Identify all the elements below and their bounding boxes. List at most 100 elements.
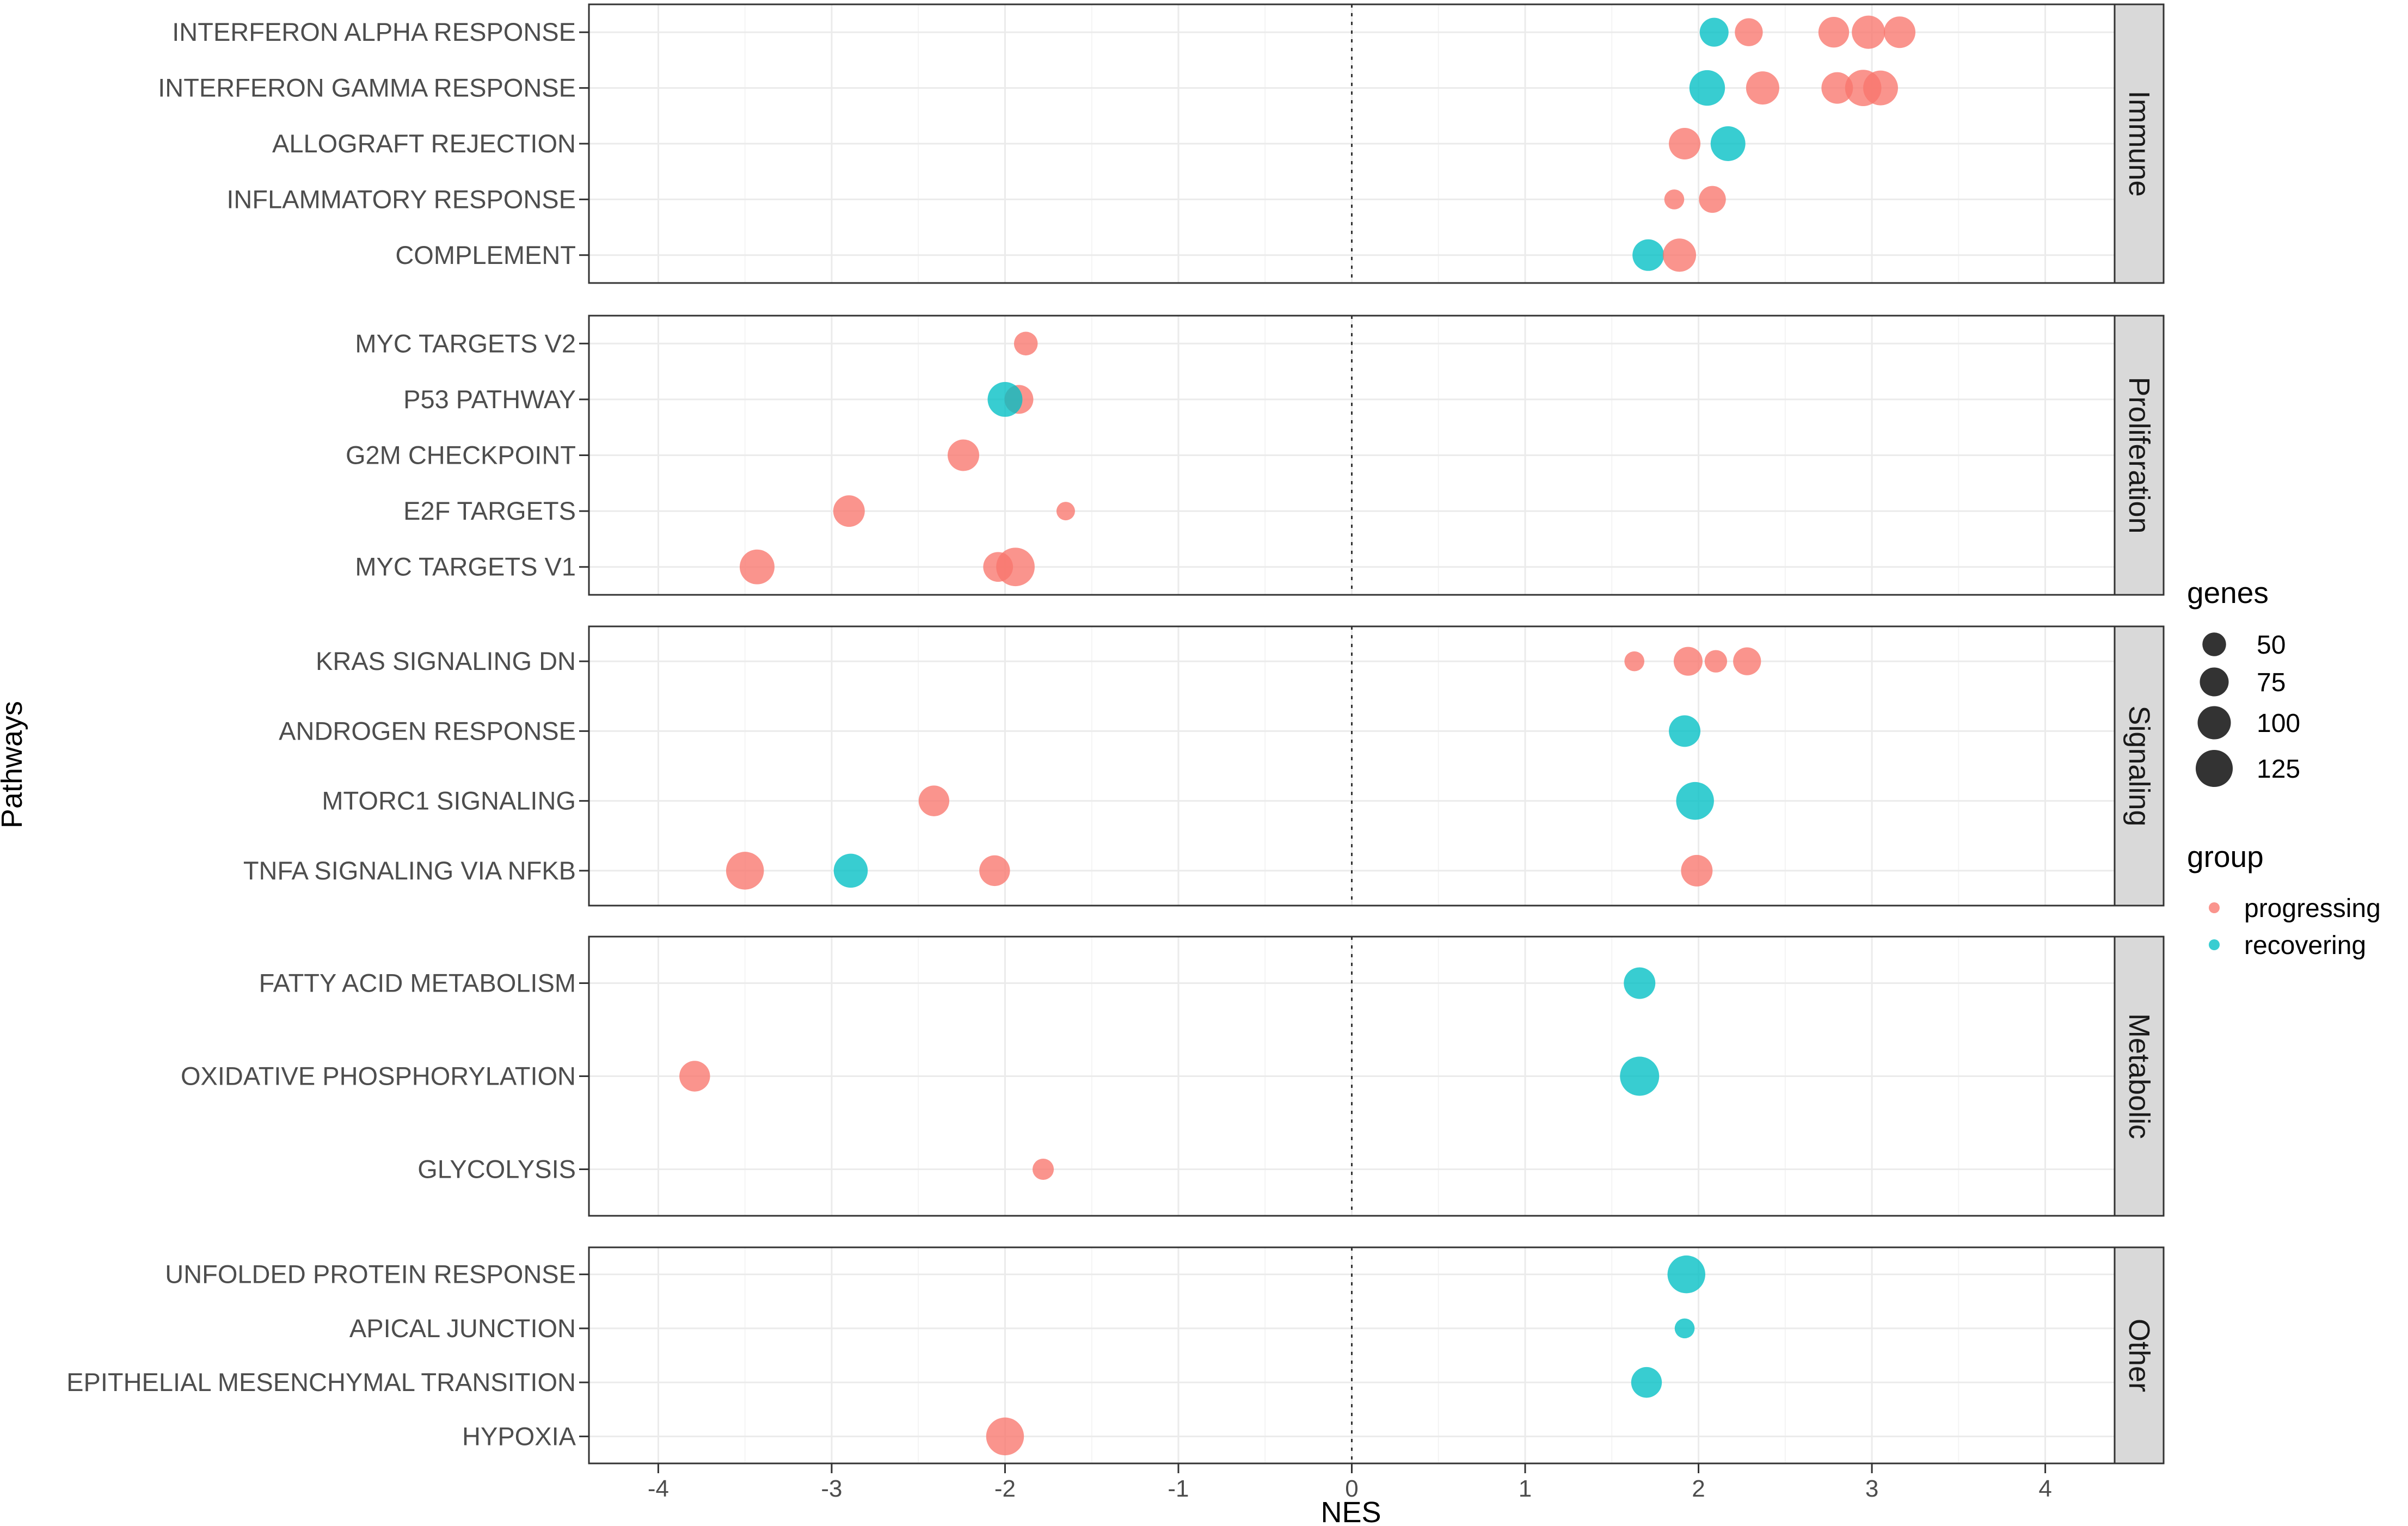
pathway-label-mtorc1-signaling: MTORC1 SIGNALING — [322, 786, 576, 815]
facet-strip-label-proliferation: Proliferation — [2123, 377, 2155, 533]
point-progressing-interferon-alpha-response — [1735, 18, 1763, 46]
point-recovering-tnfa-signaling-via-nfkb — [833, 853, 868, 888]
point-progressing-g2m-checkpoint — [948, 439, 979, 471]
facet-proliferation: MYC TARGETS V2 P53 PATHWAY G2M CHECKPOINT E… — [346, 315, 2165, 596]
pathway-label-kras-signaling-dn: KRAS SIGNALING DN — [316, 647, 576, 675]
point-progressing-interferon-gamma-response — [1821, 72, 1853, 104]
point-progressing-mtorc1-signaling — [918, 785, 950, 816]
point-progressing-inflammatory-response — [1699, 186, 1726, 213]
point-progressing-hypoxia — [986, 1417, 1024, 1456]
x-tick-label: 4 — [2038, 1475, 2051, 1502]
facet-strip — [2114, 315, 2165, 596]
point-recovering-apical-junction — [1674, 1318, 1695, 1339]
point-recovering-interferon-gamma-response — [1689, 70, 1725, 106]
legend-size-title: genes — [2187, 576, 2269, 610]
point-recovering-p53-pathway — [987, 382, 1023, 417]
pathway-label-complement: COMPLEMENT — [395, 241, 576, 269]
x-tick-label: -1 — [1168, 1475, 1189, 1502]
facet-metabolic: FATTY ACID METABOLISM OXIDATIVE PHOSPHORY… — [181, 936, 2165, 1217]
pathway-label-tnfa-signaling-via-nfkb: TNFA SIGNALING VIA NFKB — [243, 856, 576, 885]
point-progressing-interferon-alpha-response — [1852, 15, 1885, 49]
facet-strip — [2114, 1246, 2165, 1465]
point-progressing-interferon-alpha-response — [1884, 16, 1916, 48]
point-progressing-kras-signaling-dn — [1673, 647, 1703, 676]
legend-color-key-recovering — [2209, 939, 2220, 950]
pathway-label-p53-pathway: P53 PATHWAY — [403, 385, 576, 414]
point-recovering-interferon-alpha-response — [1699, 17, 1729, 47]
point-progressing-kras-signaling-dn — [1704, 650, 1728, 673]
point-progressing-myc-targets-v1 — [996, 547, 1035, 587]
point-progressing-e2f-targets — [1056, 502, 1075, 521]
point-recovering-unfolded-protein-response — [1667, 1255, 1705, 1294]
point-progressing-myc-targets-v2 — [1013, 331, 1038, 356]
legend-size-key-75 — [2200, 667, 2229, 697]
point-recovering-androgen-response — [1669, 715, 1701, 747]
point-progressing-inflammatory-response — [1664, 189, 1685, 210]
x-axis-title: NES — [1320, 1496, 1381, 1526]
pathway-label-apical-junction: APICAL JUNCTION — [349, 1314, 576, 1343]
pathway-label-androgen-response: ANDROGEN RESPONSE — [279, 716, 576, 745]
legend-color-label-progressing: progressing — [2244, 894, 2381, 923]
facet-other: UNFOLDED PROTEIN RESPONSE APICAL JUNCTION… — [66, 1246, 2165, 1465]
point-progressing-interferon-gamma-response — [1746, 71, 1779, 105]
x-tick-label: 2 — [1692, 1475, 1705, 1502]
facet-signaling: KRAS SIGNALING DN ANDROGEN RESPONSE MTORC1… — [243, 625, 2165, 907]
pathway-label-epithelial-mesenchymal-transition: EPITHELIAL MESENCHYMAL TRANSITION — [66, 1368, 576, 1396]
pathway-label-hypoxia: HYPOXIA — [462, 1422, 576, 1450]
pathway-label-unfolded-protein-response: UNFOLDED PROTEIN RESPONSE — [165, 1260, 576, 1289]
pathway-label-oxidative-phosphorylation: OXIDATIVE PHOSPHORYLATION — [181, 1062, 576, 1091]
legend-size-key-125 — [2195, 749, 2233, 787]
facet-strip — [2114, 3, 2165, 284]
pathway-label-g2m-checkpoint: G2M CHECKPOINT — [346, 441, 576, 470]
facet-strip — [2114, 936, 2165, 1217]
pathway-label-myc-targets-v1: MYC TARGETS V1 — [355, 552, 576, 581]
legend: genes 50 75 100 125 group progressing recoverin… — [2187, 576, 2381, 960]
pathway-label-allograft-rejection: ALLOGRAFT REJECTION — [272, 129, 576, 158]
point-recovering-fatty-acid-metabolism — [1624, 967, 1656, 999]
x-tick-label: 0 — [1345, 1475, 1358, 1502]
legend-color-label-recovering: recovering — [2244, 931, 2366, 960]
legend-color-key-progressing — [2209, 902, 2220, 913]
point-recovering-epithelial-mesenchymal-transition — [1631, 1367, 1662, 1398]
point-progressing-kras-signaling-dn — [1624, 651, 1645, 672]
pathway-label-glycolysis: GLYCOLYSIS — [417, 1155, 576, 1184]
point-recovering-complement — [1632, 239, 1664, 271]
x-tick-label: -2 — [994, 1475, 1016, 1502]
point-progressing-tnfa-signaling-via-nfkb — [726, 852, 764, 890]
point-progressing-complement — [1662, 238, 1697, 272]
point-recovering-mtorc1-signaling — [1676, 782, 1714, 820]
point-progressing-tnfa-signaling-via-nfkb — [979, 855, 1010, 887]
x-tick-label: -3 — [821, 1475, 842, 1502]
pathway-label-inflammatory-response: INFLAMMATORY RESPONSE — [226, 184, 576, 213]
legend-size-label-50: 50 — [2257, 631, 2286, 660]
point-progressing-kras-signaling-dn — [1733, 647, 1761, 675]
legend-color-title: group — [2187, 840, 2264, 873]
y-axis-title: Pathways — [0, 701, 28, 828]
facet-immune: INTERFERON ALPHA RESPONSE INTERFERON GAMM… — [158, 3, 2165, 284]
point-progressing-interferon-gamma-response — [1863, 70, 1898, 106]
point-progressing-tnfa-signaling-via-nfkb — [1681, 854, 1713, 887]
pathway-label-interferon-gamma-response: INTERFERON GAMMA RESPONSE — [158, 73, 576, 102]
pathway-label-fatty-acid-metabolism: FATTY ACID METABOLISM — [259, 969, 576, 998]
facet-strip-label-other: Other — [2123, 1319, 2155, 1392]
point-progressing-oxidative-phosphorylation — [679, 1061, 710, 1092]
pathway-label-interferon-alpha-response: INTERFERON ALPHA RESPONSE — [172, 17, 576, 46]
facet-panels: INTERFERON ALPHA RESPONSE INTERFERON GAMM… — [66, 3, 2165, 1465]
facet-strip-label-immune: Immune — [2123, 90, 2155, 196]
x-tick-label: 1 — [1519, 1475, 1532, 1502]
legend-size-label-100: 100 — [2257, 709, 2300, 738]
legend-size-label-125: 125 — [2257, 755, 2300, 784]
point-recovering-allograft-rejection — [1710, 126, 1746, 161]
legend-size-key-100 — [2197, 706, 2231, 740]
legend-size-key-50 — [2202, 632, 2226, 656]
pathway-label-e2f-targets: E2F TARGETS — [403, 496, 576, 525]
x-tick-label: -4 — [648, 1475, 669, 1502]
point-progressing-myc-targets-v1 — [739, 549, 775, 584]
point-progressing-interferon-alpha-response — [1818, 17, 1850, 48]
pathway-label-myc-targets-v2: MYC TARGETS V2 — [355, 329, 576, 358]
data-points — [679, 15, 1916, 1456]
facet-strip — [2114, 625, 2165, 907]
point-recovering-oxidative-phosphorylation — [1620, 1056, 1660, 1096]
x-tick-label: 3 — [1865, 1475, 1878, 1502]
